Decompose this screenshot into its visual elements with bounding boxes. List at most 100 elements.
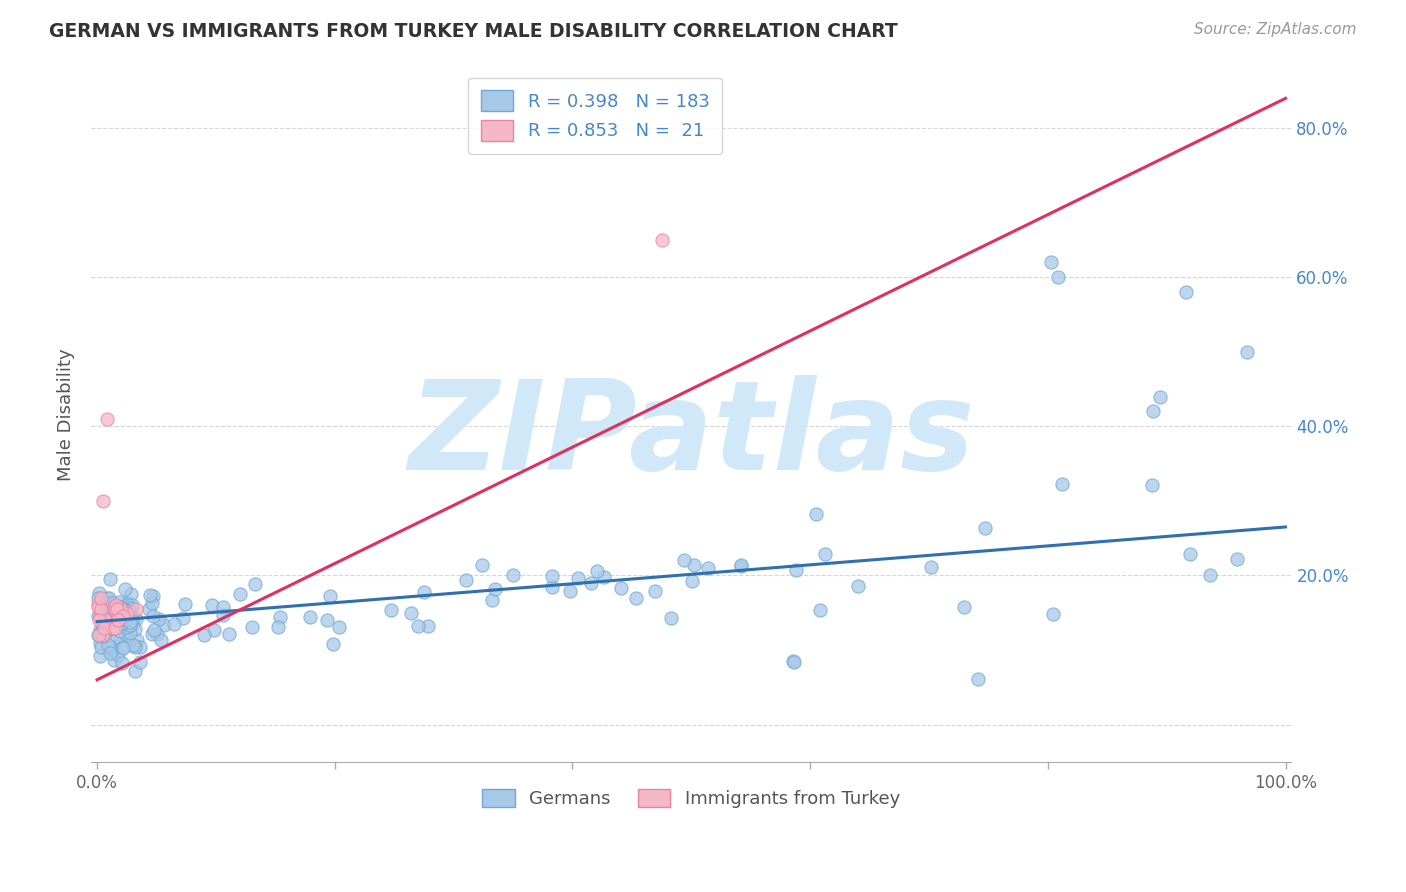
Point	[228, 587, 250, 601]
Point	[1052, 476, 1074, 491]
Point	[98, 615, 121, 630]
Point	[121, 613, 143, 627]
Point	[101, 643, 124, 657]
Point	[138, 601, 160, 615]
Point	[107, 613, 129, 627]
Point	[322, 636, 344, 650]
Point	[101, 614, 124, 628]
Point	[110, 602, 132, 616]
Point	[211, 600, 233, 615]
Point	[108, 594, 131, 608]
Point	[94, 600, 117, 615]
Legend: Germans, Immigrants from Turkey: Germans, Immigrants from Turkey	[475, 781, 907, 815]
Point	[125, 602, 148, 616]
Point	[107, 617, 129, 632]
Point	[218, 627, 240, 641]
Point	[96, 412, 118, 426]
Point	[90, 627, 112, 641]
Point	[115, 595, 138, 609]
Point	[1040, 255, 1063, 269]
Point	[93, 613, 115, 627]
Point	[97, 615, 120, 630]
Point	[118, 626, 141, 640]
Point	[172, 611, 194, 625]
Point	[240, 620, 263, 634]
Text: Source: ZipAtlas.com: Source: ZipAtlas.com	[1194, 22, 1357, 37]
Point	[128, 656, 150, 670]
Point	[111, 656, 134, 670]
Point	[586, 564, 609, 578]
Point	[105, 599, 128, 613]
Point	[87, 628, 110, 642]
Point	[103, 653, 125, 667]
Point	[96, 591, 118, 605]
Point	[120, 618, 142, 632]
Point	[783, 655, 806, 669]
Point	[97, 609, 120, 624]
Point	[110, 602, 132, 616]
Point	[651, 233, 673, 247]
Point	[111, 609, 134, 624]
Point	[1042, 607, 1064, 622]
Point	[112, 612, 135, 626]
Point	[97, 591, 120, 605]
Point	[481, 593, 503, 607]
Point	[101, 604, 124, 618]
Point	[105, 602, 128, 616]
Point	[121, 616, 143, 631]
Point	[98, 572, 121, 586]
Point	[1046, 270, 1069, 285]
Point	[118, 615, 141, 629]
Point	[125, 633, 148, 648]
Point	[110, 616, 132, 631]
Point	[298, 610, 321, 624]
Point	[105, 605, 128, 619]
Point	[87, 628, 110, 642]
Point	[1142, 404, 1164, 418]
Point	[97, 638, 120, 652]
Point	[107, 600, 129, 615]
Point	[540, 569, 562, 583]
Point	[115, 624, 138, 638]
Point	[110, 614, 132, 628]
Point	[1236, 344, 1258, 359]
Point	[121, 598, 143, 612]
Text: GERMAN VS IMMIGRANTS FROM TURKEY MALE DISABILITY CORRELATION CHART: GERMAN VS IMMIGRANTS FROM TURKEY MALE DI…	[49, 22, 898, 41]
Point	[683, 558, 706, 572]
Point	[87, 609, 110, 624]
Point	[121, 601, 143, 615]
Point	[105, 632, 128, 646]
Point	[267, 620, 290, 634]
Point	[91, 615, 114, 629]
Point	[87, 599, 110, 614]
Point	[1140, 478, 1163, 492]
Point	[269, 609, 291, 624]
Point	[609, 581, 631, 595]
Point	[1226, 552, 1249, 566]
Point	[87, 591, 110, 606]
Point	[115, 614, 138, 628]
Point	[785, 562, 807, 576]
Point	[104, 602, 127, 616]
Point	[152, 618, 174, 632]
Point	[98, 621, 121, 635]
Point	[644, 584, 666, 599]
Point	[115, 619, 138, 633]
Point	[97, 623, 120, 637]
Point	[112, 602, 135, 616]
Point	[91, 628, 114, 642]
Point	[454, 573, 477, 587]
Point	[966, 673, 988, 687]
Point	[1149, 390, 1171, 404]
Point	[97, 620, 120, 634]
Point	[97, 611, 120, 625]
Point	[103, 621, 125, 635]
Point	[1175, 285, 1198, 300]
Point	[418, 619, 440, 633]
Point	[142, 608, 165, 623]
Point	[100, 618, 122, 632]
Point	[118, 604, 141, 618]
Point	[104, 621, 127, 635]
Point	[120, 587, 142, 601]
Point	[124, 640, 146, 655]
